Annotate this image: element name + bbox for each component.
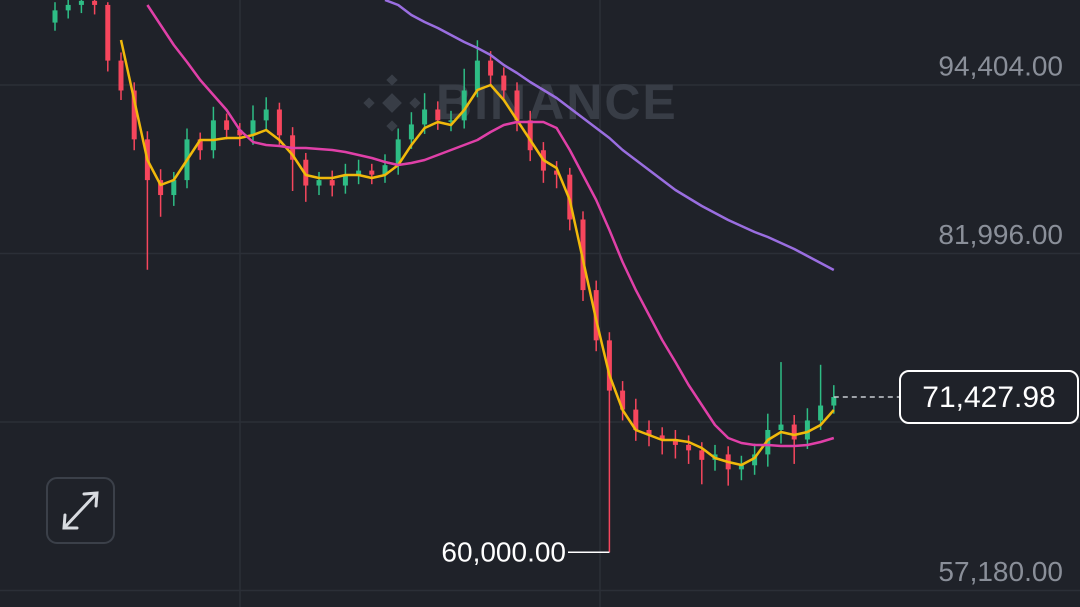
candle-body bbox=[78, 0, 84, 5]
price-label-box bbox=[899, 370, 1079, 425]
candle-body bbox=[514, 90, 520, 121]
candle-body bbox=[659, 435, 665, 440]
watermark-text: BINANCE bbox=[436, 74, 678, 130]
candle-body bbox=[395, 139, 401, 166]
candle-body bbox=[474, 60, 480, 91]
candle-body bbox=[171, 180, 177, 196]
expand-button-frame[interactable] bbox=[46, 477, 115, 544]
candle-body bbox=[197, 139, 203, 151]
expand-icon bbox=[62, 491, 99, 530]
moving-average-line bbox=[119, 39, 835, 467]
candle-body bbox=[382, 165, 388, 175]
y-tick-label: 81,996.00 bbox=[938, 219, 1063, 250]
candle-body bbox=[303, 159, 309, 186]
candle-body bbox=[422, 109, 428, 125]
candle-body bbox=[276, 109, 282, 136]
candle-body bbox=[501, 75, 507, 91]
candle-body bbox=[52, 10, 58, 23]
candle-body bbox=[527, 120, 533, 151]
candle-body bbox=[633, 409, 639, 430]
candle-body bbox=[316, 180, 322, 186]
candle-body bbox=[554, 170, 560, 175]
candle-body bbox=[65, 4, 71, 11]
candle-body bbox=[448, 120, 454, 122]
candle-body bbox=[118, 60, 124, 91]
candle-body bbox=[263, 109, 269, 121]
footer-legend: Vol: 2,543.01292 bbox=[48, 602, 258, 607]
candle-body bbox=[831, 397, 837, 406]
candle-body bbox=[105, 4, 111, 61]
candle-body bbox=[606, 340, 612, 391]
footer-legend: MA(5): 21,560.66379 bbox=[290, 602, 553, 607]
candle-body bbox=[620, 390, 626, 410]
candle-body bbox=[672, 439, 678, 445]
footer-legend: MA(10): 23,624.56210 bbox=[585, 602, 864, 607]
plot bbox=[52, 0, 837, 553]
candle-body bbox=[461, 90, 467, 121]
candle-body bbox=[435, 109, 441, 121]
candle-body bbox=[329, 180, 335, 186]
candle-body bbox=[250, 120, 256, 136]
candle-body bbox=[646, 429, 652, 436]
candle-body bbox=[342, 174, 348, 186]
y-tick-label: 94,404.00 bbox=[938, 50, 1063, 81]
candle-body bbox=[765, 429, 771, 455]
low-marker-label: 60,000.00 bbox=[441, 537, 566, 568]
candle-body bbox=[818, 405, 824, 421]
candle-body bbox=[158, 180, 164, 196]
y-tick-label: 57,180.00 bbox=[938, 556, 1063, 587]
candle-body bbox=[408, 124, 414, 140]
moving-average-line bbox=[146, 4, 835, 448]
candle-body bbox=[791, 424, 797, 440]
overlay: 60,000.00 71,427.98 Vol: 2,543.01292 MA(5):… bbox=[48, 370, 1079, 607]
candle-body bbox=[804, 420, 810, 440]
expand-button[interactable] bbox=[46, 477, 115, 544]
candle-body bbox=[92, 0, 98, 5]
candle-body bbox=[686, 444, 692, 451]
candle-body bbox=[131, 90, 137, 140]
candle-body bbox=[778, 424, 784, 430]
candle-body bbox=[356, 170, 362, 175]
price-label: 71,427.98 bbox=[922, 381, 1055, 414]
moving-average-line bbox=[384, 0, 835, 272]
candle-body bbox=[224, 120, 230, 130]
candle-body bbox=[210, 120, 216, 151]
candle-body bbox=[699, 450, 705, 460]
candle-body bbox=[237, 129, 243, 136]
candle-body bbox=[738, 465, 744, 470]
candle-body bbox=[369, 170, 375, 175]
candle-body bbox=[488, 60, 494, 76]
candle-body bbox=[752, 454, 758, 466]
